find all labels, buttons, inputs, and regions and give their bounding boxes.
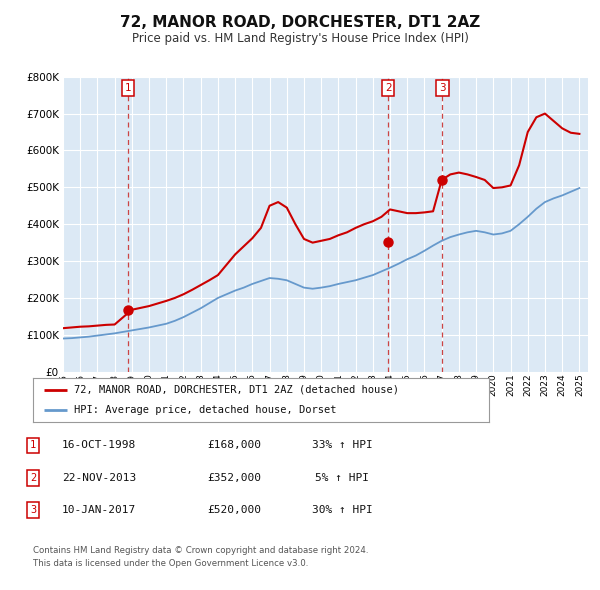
- Text: 2: 2: [30, 473, 36, 483]
- Text: 16-OCT-1998: 16-OCT-1998: [62, 441, 136, 450]
- Text: 10-JAN-2017: 10-JAN-2017: [62, 506, 136, 515]
- Text: Contains HM Land Registry data © Crown copyright and database right 2024.: Contains HM Land Registry data © Crown c…: [33, 546, 368, 555]
- Text: Price paid vs. HM Land Registry's House Price Index (HPI): Price paid vs. HM Land Registry's House …: [131, 32, 469, 45]
- Text: 1: 1: [30, 441, 36, 450]
- Text: £168,000: £168,000: [207, 441, 261, 450]
- Text: 2: 2: [385, 83, 391, 93]
- Text: 33% ↑ HPI: 33% ↑ HPI: [311, 441, 373, 450]
- Text: 1: 1: [125, 83, 131, 93]
- Text: £520,000: £520,000: [207, 506, 261, 515]
- Text: 30% ↑ HPI: 30% ↑ HPI: [311, 506, 373, 515]
- Text: 3: 3: [30, 506, 36, 515]
- Text: 22-NOV-2013: 22-NOV-2013: [62, 473, 136, 483]
- Text: £352,000: £352,000: [207, 473, 261, 483]
- Text: 72, MANOR ROAD, DORCHESTER, DT1 2AZ (detached house): 72, MANOR ROAD, DORCHESTER, DT1 2AZ (det…: [74, 385, 399, 395]
- Text: HPI: Average price, detached house, Dorset: HPI: Average price, detached house, Dors…: [74, 405, 337, 415]
- Text: This data is licensed under the Open Government Licence v3.0.: This data is licensed under the Open Gov…: [33, 559, 308, 568]
- Text: 3: 3: [439, 83, 446, 93]
- Text: 5% ↑ HPI: 5% ↑ HPI: [315, 473, 369, 483]
- Text: 72, MANOR ROAD, DORCHESTER, DT1 2AZ: 72, MANOR ROAD, DORCHESTER, DT1 2AZ: [120, 15, 480, 30]
